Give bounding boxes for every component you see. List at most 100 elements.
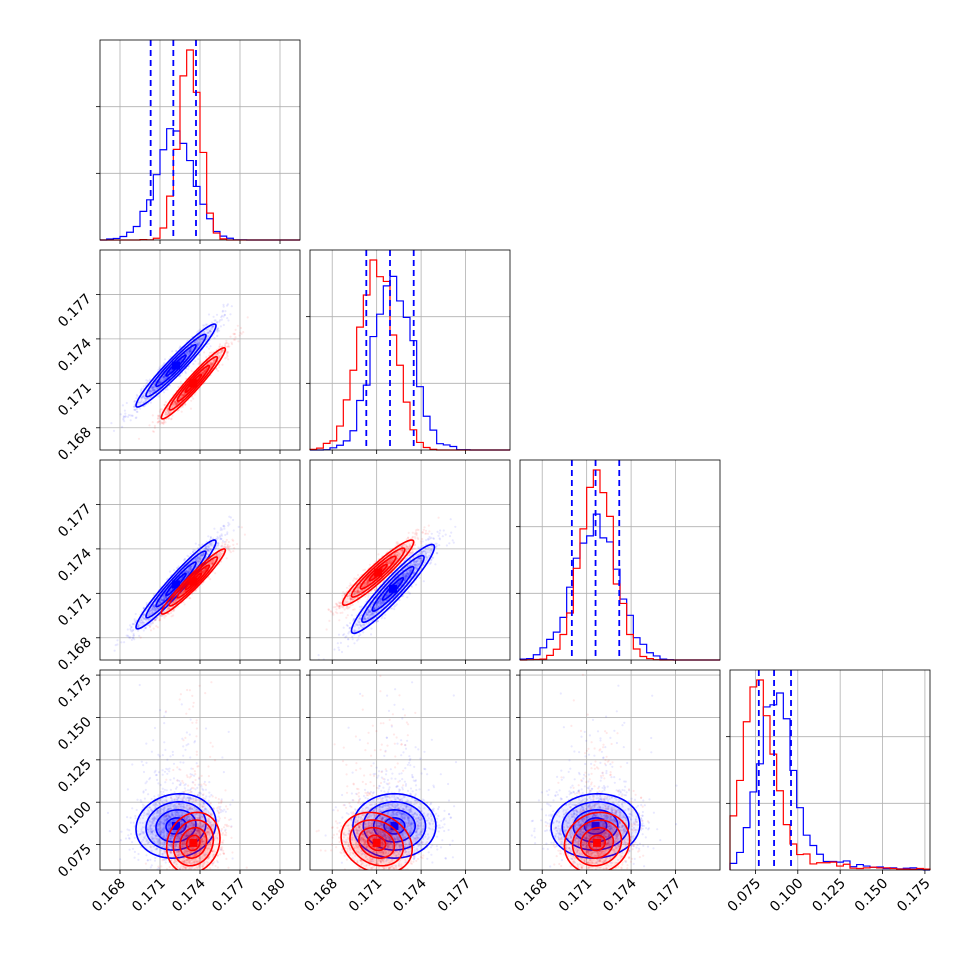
sample-point-blue (164, 376, 168, 379)
sample-point-blue (187, 351, 190, 354)
sample-point-blue (199, 553, 202, 556)
sample-point-blue (209, 542, 212, 546)
sample-point-blue (131, 414, 134, 417)
sample-point-blue (195, 557, 198, 560)
sample-point-blue (126, 634, 129, 637)
sample-point-red (220, 350, 223, 353)
sample-point-blue (200, 340, 203, 343)
sample-point-blue (188, 350, 191, 353)
sample-point-red (175, 401, 178, 405)
sample-point-red (220, 353, 223, 356)
sample-point-blue (201, 554, 204, 557)
sample-point-red (181, 394, 184, 397)
sample-point-blue (211, 325, 214, 328)
sample-point-blue (168, 384, 172, 387)
sample-point-blue (153, 608, 156, 612)
scatter-panel-0-1 (96, 249, 301, 454)
sample-point-red (175, 403, 178, 406)
sample-point-blue (162, 595, 165, 598)
sample-point-blue (199, 553, 203, 557)
sample-point-blue (216, 542, 219, 545)
sample-point-blue (154, 618, 157, 621)
sample-point-red (179, 396, 182, 399)
sample-point-blue (197, 563, 200, 566)
sample-point-red (228, 545, 231, 548)
sample-point-blue (186, 572, 189, 575)
sample-point-blue (207, 549, 210, 552)
sample-point-red (209, 363, 212, 366)
sample-point-red (234, 328, 237, 331)
sample-point-blue (193, 549, 197, 552)
sample-point-red (172, 403, 175, 407)
sample-point-blue (134, 408, 137, 412)
sample-point-blue (198, 342, 201, 345)
sample-point-blue (192, 342, 196, 345)
sample-point-blue (160, 379, 163, 382)
sample-point-blue (137, 625, 140, 629)
sample-point-blue (194, 542, 197, 545)
sample-point-blue (206, 332, 209, 335)
sample-point-red (164, 413, 167, 416)
sample-point-red (161, 408, 164, 411)
sample-point-blue (151, 387, 154, 390)
sample-point-blue (137, 624, 140, 627)
sample-point-red (175, 402, 178, 405)
sample-point-red (182, 393, 185, 396)
sample-point-blue (188, 352, 191, 355)
sample-point-blue (140, 387, 143, 390)
sample-point-blue (171, 350, 174, 353)
sample-point-blue (134, 612, 137, 616)
sample-point-blue (217, 327, 220, 330)
sample-point-blue (161, 599, 164, 602)
sample-point-blue (133, 405, 136, 408)
sample-point-blue (219, 528, 222, 532)
sample-point-blue (119, 413, 122, 416)
sample-point-blue (151, 611, 154, 614)
sample-point-red (223, 543, 226, 546)
sample-point-blue (188, 567, 191, 570)
sample-point-red (232, 338, 236, 341)
sample-point-red (218, 355, 221, 358)
sample-point-blue (202, 569, 205, 572)
sample-point-blue (211, 325, 214, 328)
sample-point-blue (129, 628, 132, 631)
sample-point-blue (186, 350, 189, 353)
sample-point-blue (216, 329, 219, 332)
sample-point-blue (153, 618, 156, 622)
sample-point-blue (122, 417, 125, 420)
sample-point-red (174, 402, 177, 405)
sample-point-red (204, 368, 207, 371)
sample-point-blue (196, 342, 199, 345)
sample-point-red (176, 401, 179, 405)
sample-point-blue (196, 556, 199, 559)
sample-point-red (166, 407, 169, 410)
sample-point-blue (196, 557, 199, 560)
sample-point-red (169, 410, 172, 413)
sample-point-blue (207, 545, 210, 548)
sample-point-red (181, 405, 184, 408)
sample-point-red (205, 367, 208, 370)
sample-point-red (224, 357, 227, 360)
sample-point-red (238, 334, 241, 337)
sample-point-blue (227, 521, 230, 524)
panel-frame (519, 459, 721, 661)
sample-point-blue (151, 610, 154, 613)
sample-point-blue (165, 596, 168, 599)
sample-point-blue (152, 389, 155, 392)
sample-point-blue (199, 554, 202, 558)
sample-point-blue (205, 547, 208, 550)
sample-point-blue (165, 596, 168, 600)
sample-point-red (229, 335, 232, 338)
sample-point-blue (142, 606, 145, 609)
sample-point-blue (142, 621, 145, 624)
sample-point-blue (144, 399, 147, 402)
sample-point-blue (219, 538, 222, 541)
sample-point-red (224, 345, 227, 348)
sample-point-blue (185, 569, 188, 572)
sample-point-red (202, 371, 205, 374)
sample-point-blue (204, 547, 207, 550)
sample-point-blue (140, 621, 143, 625)
sample-point-red (225, 353, 229, 356)
sample-point-blue (183, 558, 186, 561)
sample-point-red (232, 332, 235, 335)
